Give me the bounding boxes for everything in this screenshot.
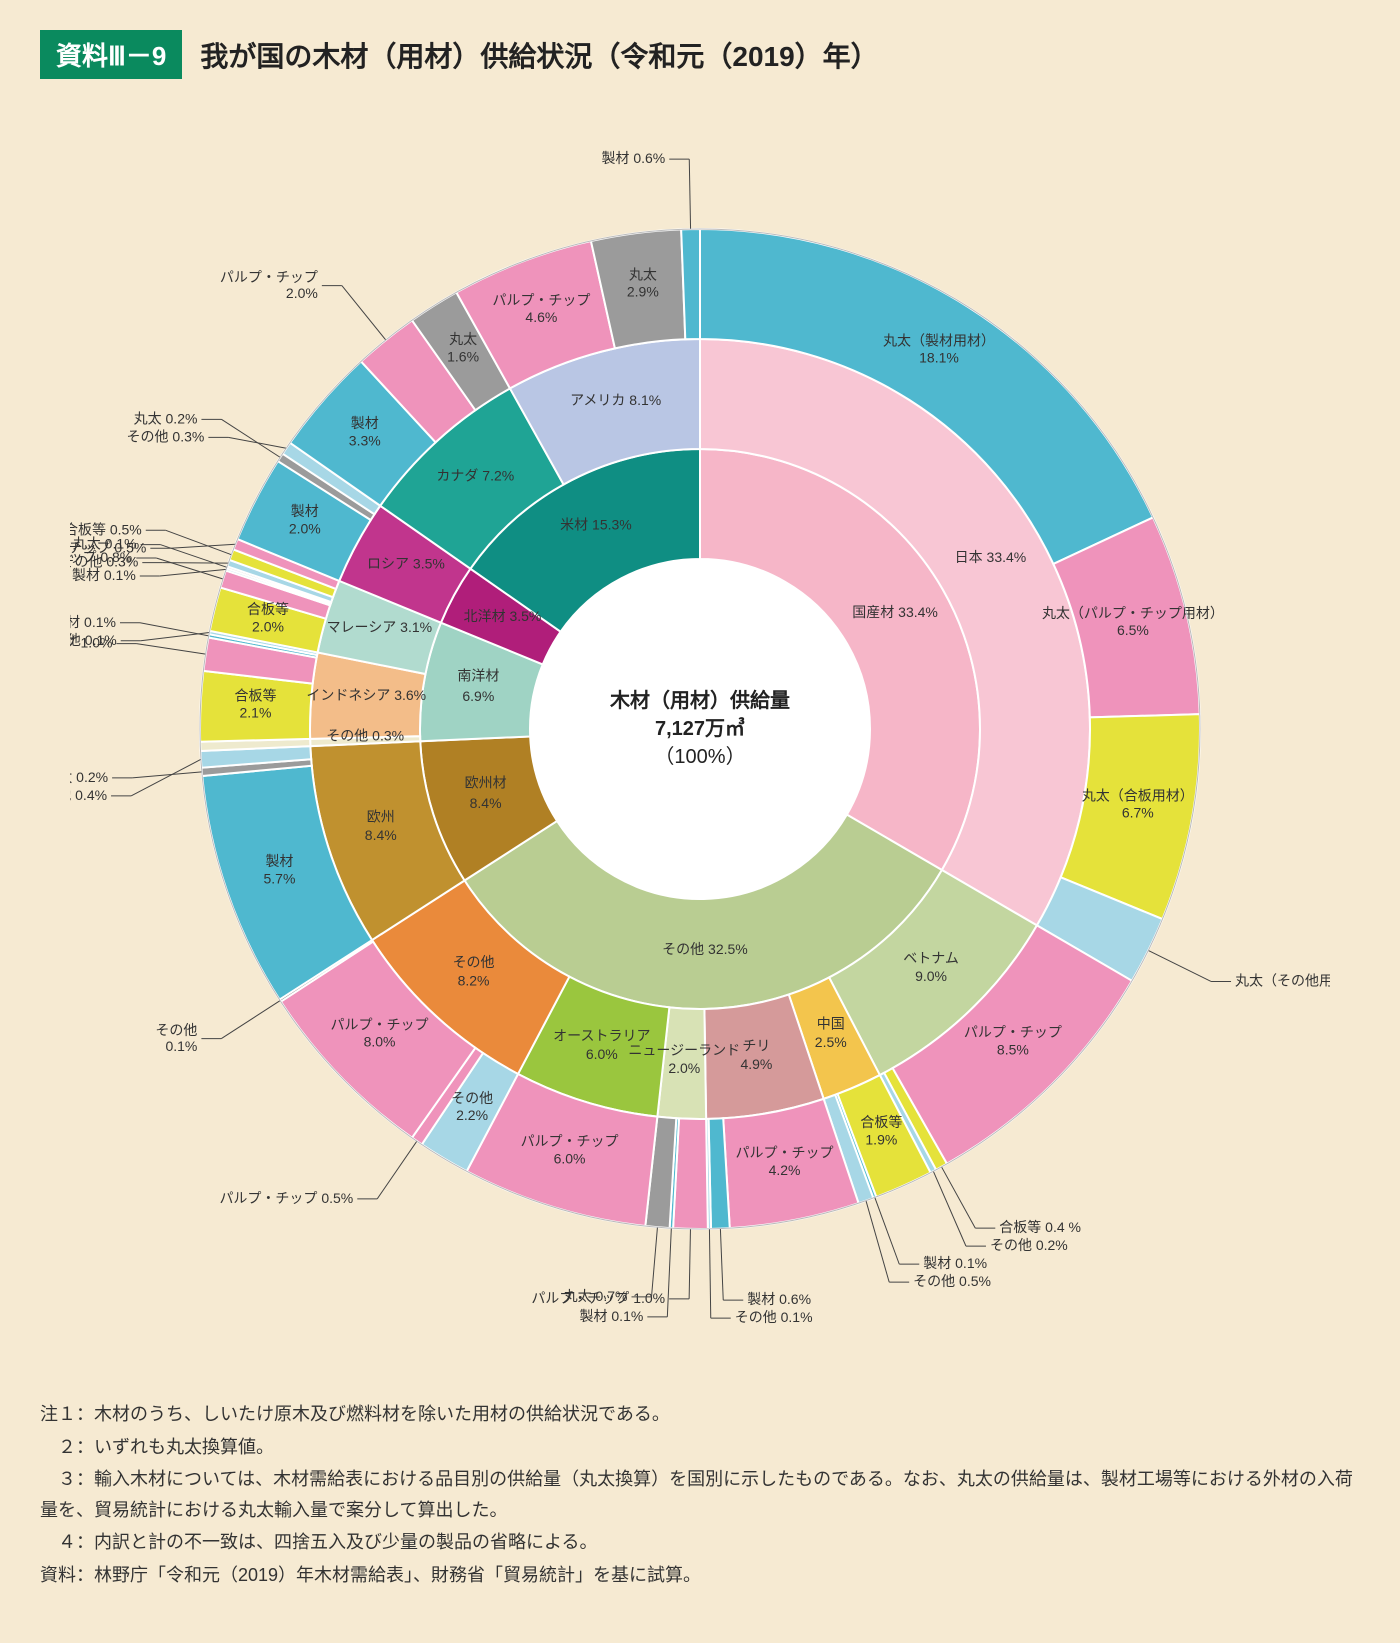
slice-label: 合板等 0.4 % bbox=[999, 1219, 1081, 1235]
chart-center-label: 木材（用材）供給量 7,127万㎥ （100%） bbox=[610, 687, 790, 771]
callout-line bbox=[166, 530, 232, 554]
callout-line bbox=[342, 286, 386, 340]
callout-line bbox=[875, 1197, 899, 1264]
slice-label: その他 0.2% bbox=[990, 1237, 1068, 1253]
slice-label: パルプ・チップ2.0% bbox=[220, 269, 318, 301]
callout-line bbox=[131, 759, 201, 796]
slice-label: その他 0.3% bbox=[127, 428, 205, 444]
slice-label: その他 0.1% bbox=[70, 632, 117, 648]
callout-line bbox=[221, 1001, 280, 1039]
slice-label: 製材 0.6% bbox=[747, 1291, 811, 1307]
slice-label: 製材 0.6% bbox=[601, 150, 665, 166]
slice-label: パルプ・チップ 0.5% bbox=[70, 539, 146, 555]
slice-label: 丸太 0.2% bbox=[134, 410, 198, 426]
callout-line bbox=[1148, 950, 1211, 981]
slice-label: その他 0.1% bbox=[735, 1309, 813, 1325]
slice-label: 丸太 0.7% bbox=[564, 1288, 628, 1304]
callout-line bbox=[689, 1229, 690, 1299]
callout-line bbox=[377, 1141, 417, 1199]
slice-label: パルプ・チップ 1.0% bbox=[70, 635, 112, 651]
sunburst-chart: 国産材 33.4%その他 32.5%欧州材8.4%南洋材6.9%北洋材 3.5%… bbox=[70, 99, 1330, 1359]
callout-line bbox=[709, 1229, 710, 1318]
slice-label: その他0.1% bbox=[155, 1022, 197, 1054]
slice-label: 合板等 0.5% bbox=[70, 521, 142, 537]
slice-label: 製材 0.1% bbox=[580, 1308, 644, 1324]
slice-label: 製材 0.1% bbox=[72, 567, 136, 583]
figure-title: 我が国の木材（用材）供給状況（令和元（2019）年） bbox=[200, 35, 878, 75]
sunburst-slice bbox=[681, 229, 700, 339]
callout-line bbox=[651, 1227, 657, 1297]
callout-line bbox=[141, 633, 210, 641]
slice-label: 丸太 0.1% bbox=[73, 536, 137, 552]
figure-badge: 資料Ⅲ－9 bbox=[40, 30, 182, 79]
slice-label: 製材 0.1% bbox=[923, 1255, 987, 1271]
slice-label: パルプ・チップ 1.0% bbox=[531, 1290, 665, 1306]
slice-label: 丸太（その他用材）2.2% bbox=[1235, 972, 1330, 988]
callout-line bbox=[667, 1228, 671, 1317]
slice-label: 製材 0.1% bbox=[70, 614, 116, 630]
slice-label: パルプ・チップ 0.5% bbox=[219, 1190, 353, 1206]
footnotes: 注１：木材のうち、しいたけ原木及び燃料材を除いた用材の供給状況である。 ２：いず… bbox=[40, 1399, 1360, 1591]
callout-line bbox=[866, 1201, 889, 1282]
slice-label: その他 0.4% bbox=[70, 787, 107, 803]
callout-line bbox=[170, 544, 235, 548]
slice-label: その他 0.5% bbox=[913, 1273, 991, 1289]
callout-line bbox=[160, 569, 226, 576]
slice-label: その他 0.3% bbox=[70, 554, 138, 570]
callout-line bbox=[136, 644, 205, 654]
slice-label: 丸太 0.2% bbox=[70, 769, 108, 785]
callout-line bbox=[689, 159, 690, 229]
callout-line bbox=[941, 1167, 975, 1228]
callout-line bbox=[221, 419, 280, 457]
callout-line bbox=[228, 437, 286, 448]
slice-label: パルプ・チップ 0.8% bbox=[70, 549, 132, 565]
callout-line bbox=[720, 1229, 723, 1301]
